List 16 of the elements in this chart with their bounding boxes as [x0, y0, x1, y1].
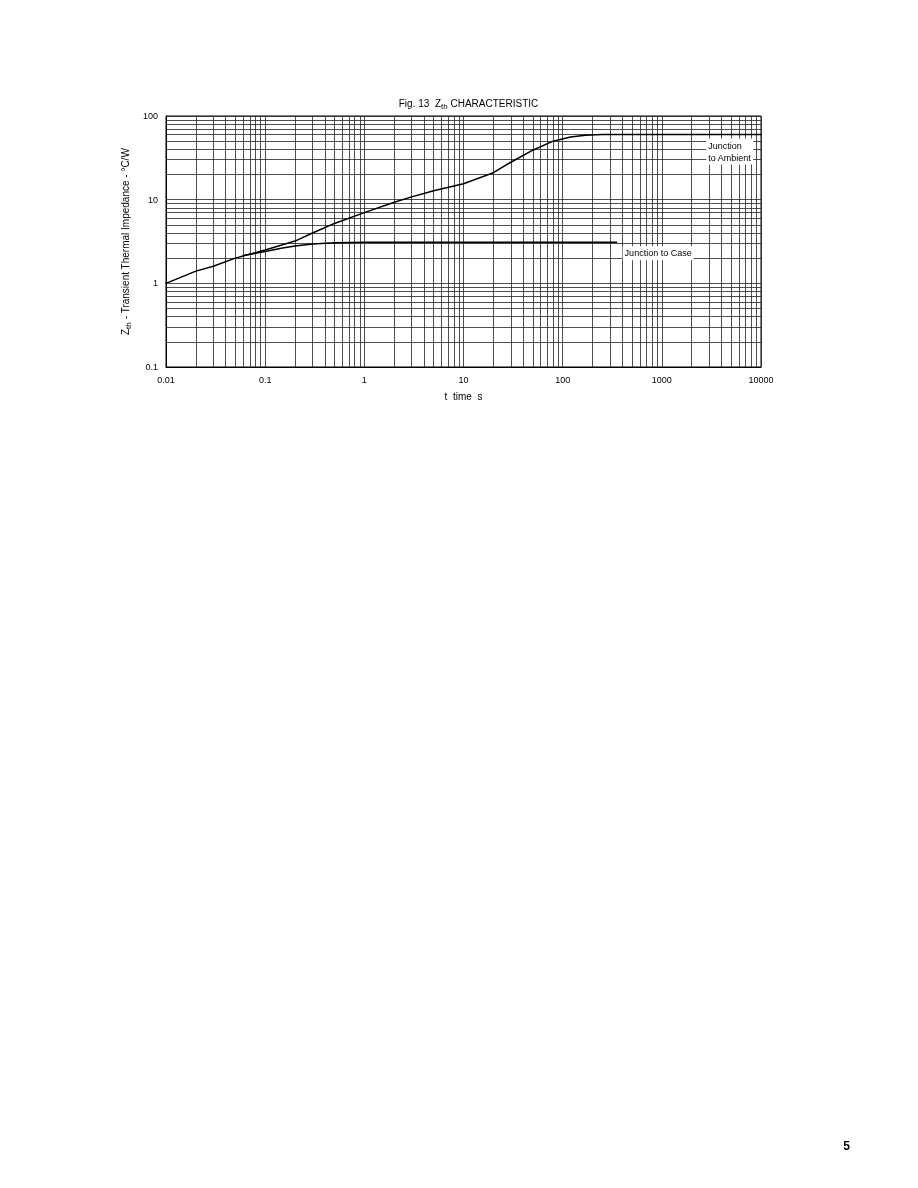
y-tick-label: 10 — [147, 194, 158, 205]
x-tick-label: 0.1 — [258, 374, 272, 385]
x-tick-label: 10 — [458, 374, 469, 385]
y-tick-label: 1 — [152, 278, 158, 289]
x-axis-title: t time s — [444, 390, 483, 402]
y-tick-label: 0.1 — [145, 362, 158, 372]
x-tick-label: 1 — [361, 374, 367, 385]
x-tick-label: 10000 — [748, 374, 774, 385]
x-tick-label: 1000 — [651, 374, 672, 385]
series-label: Junction to Case — [624, 248, 692, 259]
text: 5 — [843, 1139, 851, 1153]
y-axis-title: Zth - Transient Thermal Impedance - °C/W — [120, 147, 133, 336]
x-tick-label: 0.01 — [157, 374, 175, 385]
y-tick-label: 100 — [142, 111, 158, 121]
series-label: Junction to Ambient — [708, 140, 752, 163]
x-tick-label: 100 — [555, 374, 571, 385]
